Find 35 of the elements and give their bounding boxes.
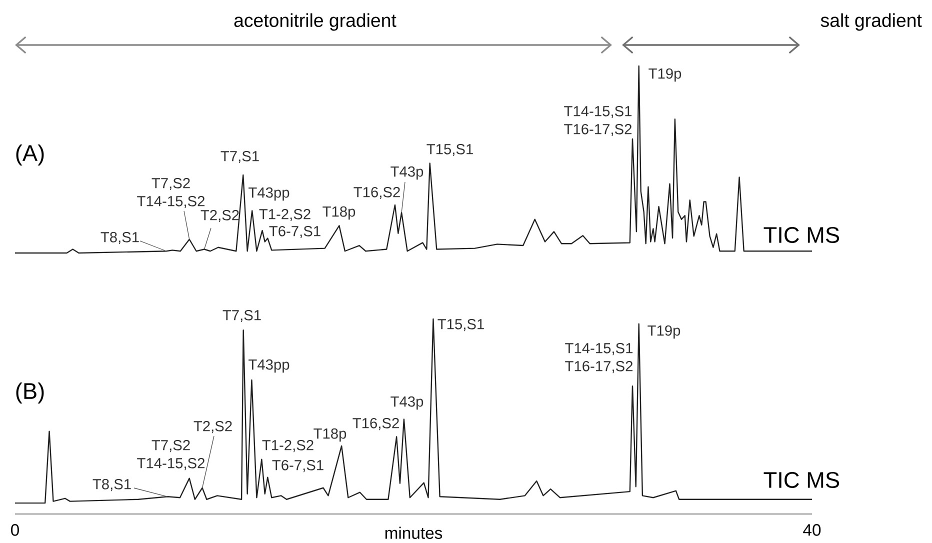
annotation: T14-15,S1 T16-17,S2 — [564, 106, 632, 136]
x-tick-label: 0 — [11, 524, 19, 536]
series-label: TIC MS — [764, 226, 840, 244]
annotation: T15,S1 — [438, 318, 484, 332]
annotation: T43p — [390, 396, 424, 410]
annotation: T7,S1 — [220, 150, 259, 164]
annotation: T15,S1 — [426, 144, 473, 156]
annotation: T18p — [314, 428, 346, 442]
annotation: T16,S2 — [354, 186, 400, 200]
x-tick-label: 40 — [803, 524, 821, 536]
annotation: T19p — [648, 68, 682, 82]
annotation: T1-2,S2 — [259, 208, 310, 222]
text: (B) — [16, 382, 44, 404]
annotation: T43pp — [248, 359, 290, 373]
annotation: T7,S2 T14-15,S2 — [137, 440, 205, 470]
annotation: T16,S2 — [352, 418, 399, 430]
annotation: T7,S2 T14-15,S2 — [137, 178, 205, 208]
annotation: T43p — [390, 166, 424, 180]
annotation: T43pp — [248, 187, 290, 201]
annotation: T6-7,S1 — [272, 460, 324, 472]
annotation: T18p — [322, 206, 356, 220]
annotation: T1-2,S2 — [262, 440, 314, 452]
annotation: T19p — [648, 325, 680, 339]
annotation: T2,S2 — [200, 210, 239, 222]
annotation: T7,S1 — [222, 310, 261, 322]
text: salt gradient — [820, 13, 922, 31]
series-label: TIC MS — [764, 472, 840, 488]
x-axis-title: minutes — [385, 526, 442, 539]
annotation: T8,S1 — [100, 232, 139, 244]
annotation: T2,S2 — [194, 420, 232, 434]
annotation: T6-7,S1 — [269, 226, 320, 238]
text: (A) — [16, 144, 44, 166]
annotation: T8,S1 — [92, 478, 131, 492]
text: acetonitrile gradient — [234, 13, 396, 31]
annotation: T14-15,S1 T16-17,S2 — [565, 342, 633, 374]
